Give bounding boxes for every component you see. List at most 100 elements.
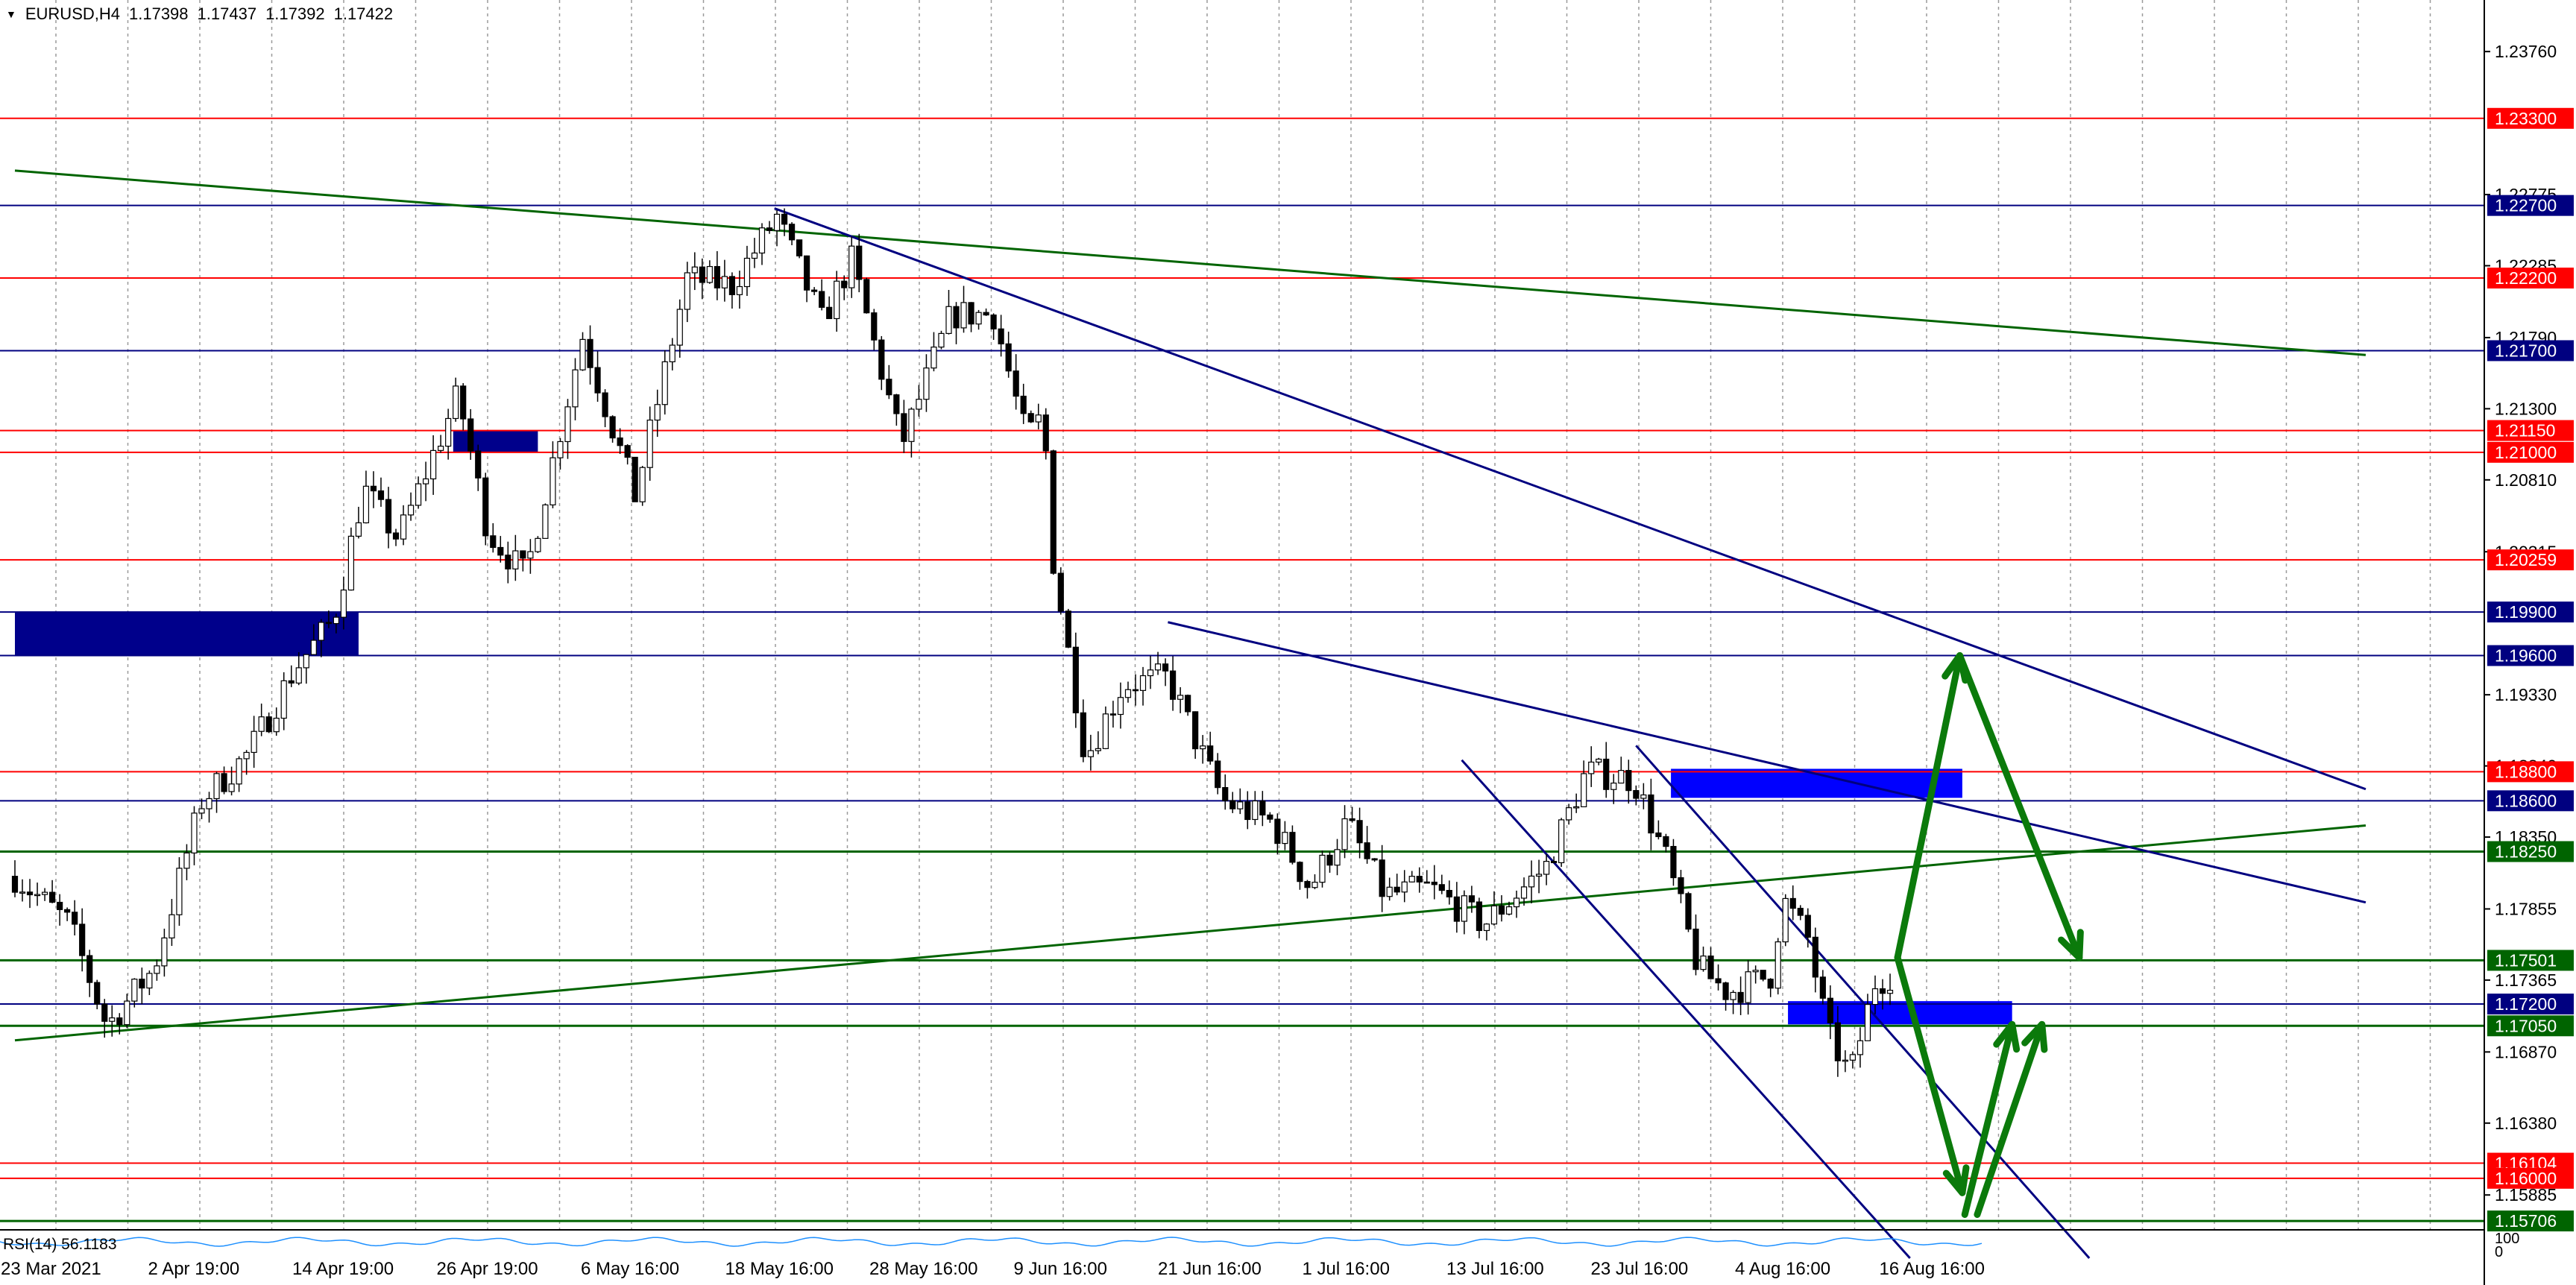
price-zone — [15, 612, 359, 656]
candle — [841, 275, 848, 300]
candle — [467, 408, 474, 460]
candle-body — [938, 332, 945, 348]
candle-body — [505, 555, 511, 569]
candle — [116, 1013, 123, 1035]
candle — [1596, 757, 1602, 765]
candle — [1871, 975, 1879, 1014]
candle-body — [1177, 695, 1184, 700]
candle — [1267, 812, 1273, 823]
candle-body — [57, 901, 63, 910]
candle-body — [460, 385, 467, 420]
candle — [1581, 760, 1587, 808]
candle-body — [1394, 886, 1400, 893]
candle — [1124, 681, 1132, 703]
candle-body — [1849, 1054, 1857, 1061]
candle-body — [1670, 845, 1677, 879]
candle — [295, 651, 302, 686]
price-tick-label: 1.16380 — [2495, 1114, 2557, 1133]
level-price-badge — [2487, 761, 2574, 783]
candle — [1035, 403, 1042, 430]
level-price-badge — [2487, 950, 2574, 971]
candle-body — [609, 416, 616, 439]
symbol-dropdown-icon[interactable]: ▼ — [6, 8, 16, 20]
candle-body — [1490, 905, 1498, 925]
candle-body — [146, 973, 153, 989]
candle-body — [1857, 1040, 1864, 1055]
time-tick-label: 26 Apr 19:00 — [437, 1259, 538, 1279]
candle — [758, 223, 766, 265]
candle-body — [1169, 670, 1177, 700]
candle-body — [1648, 794, 1654, 834]
candle-body — [691, 266, 698, 274]
candle-body — [497, 546, 504, 556]
candle — [1311, 874, 1318, 890]
candle-body — [549, 457, 556, 505]
level-price-badge — [2487, 1210, 2574, 1232]
rsi-line — [0, 1237, 1983, 1247]
candle-body — [1095, 748, 1102, 751]
candle — [303, 654, 309, 684]
candle — [1483, 923, 1490, 941]
candle — [998, 315, 1004, 357]
candle — [512, 534, 519, 581]
candle — [1886, 973, 1894, 1005]
candle-body — [131, 979, 138, 1002]
candle — [1610, 774, 1617, 804]
level-price-badge — [2487, 841, 2574, 862]
candle — [1341, 805, 1348, 859]
candle-body — [811, 289, 818, 292]
candle-body — [1013, 370, 1019, 397]
candle — [460, 383, 467, 431]
candle — [1371, 858, 1378, 862]
candle-body — [1408, 876, 1415, 883]
candle — [57, 894, 63, 926]
candle-body — [86, 955, 93, 983]
candle-body — [19, 891, 26, 894]
trendline — [1635, 745, 2091, 1259]
candle — [146, 970, 153, 996]
candle — [1356, 807, 1363, 859]
candle — [1648, 778, 1654, 850]
candle — [1207, 731, 1214, 765]
level-price-badge — [2487, 268, 2574, 289]
candle-body — [1237, 801, 1244, 809]
candle-body — [228, 783, 235, 792]
candle-body — [1117, 697, 1124, 716]
time-axis: 23 Mar 2021 2 Apr 19:00 14 Apr 19:00 26 Apr… — [1, 1259, 1985, 1279]
arrow-shaft — [1961, 1020, 2016, 1219]
arrow-head — [2058, 929, 2084, 962]
candle-body — [1267, 814, 1273, 820]
candle — [751, 238, 758, 268]
symbol-info-bar: ▼ EURUSD,H4 1.17398 1.17437 1.17392 1.17… — [6, 4, 393, 24]
candle — [781, 208, 788, 236]
candle — [945, 289, 952, 335]
candle — [527, 539, 534, 574]
candle-body — [1834, 1022, 1841, 1061]
candle-body — [1566, 807, 1572, 821]
candle-body — [370, 485, 377, 492]
candle-body — [587, 338, 593, 368]
candle-body — [624, 445, 631, 458]
candle-body — [445, 417, 452, 447]
candle-body — [1551, 861, 1558, 864]
level-price-badge — [2487, 994, 2574, 1015]
candle — [1685, 891, 1692, 932]
candle-body — [26, 891, 34, 896]
candle — [639, 466, 646, 506]
candle-body — [1185, 695, 1191, 713]
candle-body — [48, 891, 56, 903]
price-tick-label: 1.17365 — [2495, 970, 2557, 990]
candle — [766, 221, 773, 234]
candle — [983, 308, 989, 316]
candle — [968, 302, 974, 332]
candle — [1692, 914, 1699, 976]
candle — [325, 610, 332, 628]
candle — [101, 999, 108, 1038]
candle-body — [1573, 806, 1580, 809]
candle — [1707, 947, 1714, 979]
candle — [438, 435, 444, 453]
candle-body — [1124, 689, 1132, 698]
candle — [183, 844, 190, 880]
